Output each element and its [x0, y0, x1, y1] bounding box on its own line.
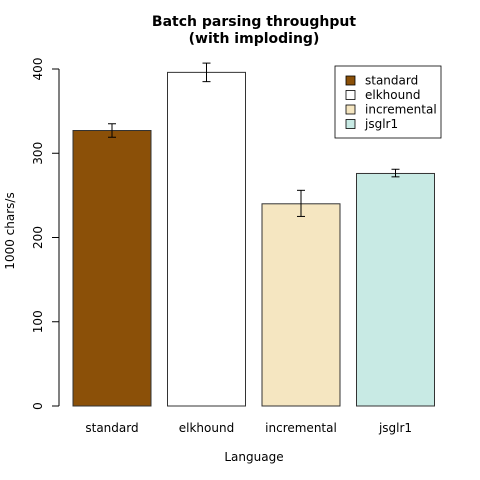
legend-item-standard: standard: [345, 74, 418, 88]
bar-standard: [72, 130, 152, 407]
x-tick-label: standard: [85, 421, 138, 435]
legend-label: incremental: [365, 103, 437, 117]
legend-item-jsglr1: jsglr1: [345, 117, 398, 131]
error-bar-incremental: [297, 189, 305, 217]
x-axis-label: Language: [224, 450, 283, 464]
legend-swatch: [345, 75, 356, 86]
chart-title-line-1: Batch parsing throughput: [152, 14, 356, 30]
error-bar-jsglr1: [391, 168, 400, 178]
bar-incremental: [261, 203, 341, 407]
x-tick-label: elkhound: [179, 421, 234, 435]
legend-label: standard: [365, 74, 418, 88]
chart-title-line-2: (with imploding): [189, 31, 320, 47]
legend-label: jsglr1: [364, 117, 398, 131]
y-ticks: 0 100 200 300 400: [31, 58, 59, 410]
error-bars: [108, 62, 400, 217]
legend-item-elkhound: elkhound: [345, 88, 420, 102]
legend-swatch: [345, 104, 356, 115]
y-tick-label: 200: [31, 226, 45, 249]
y-tick-label: 100: [31, 310, 45, 333]
bar-jsglr1: [356, 172, 435, 407]
legend-label: elkhound: [365, 88, 420, 102]
x-tick-label: incremental: [265, 421, 337, 435]
error-bar-elkhound: [202, 62, 211, 83]
y-axis-label: 1000 chars/s: [3, 192, 17, 269]
legend-swatch: [345, 90, 356, 100]
legend-item-incremental: incremental: [345, 103, 437, 117]
x-tick-labels: standard elkhound incremental jsglr1: [85, 421, 412, 435]
error-bar-standard: [108, 123, 116, 138]
bar-elkhound: [167, 71, 246, 407]
y-tick-label: 0: [31, 402, 45, 410]
y-tick-label: 400: [31, 58, 45, 81]
y-tick-label: 300: [31, 142, 45, 165]
x-tick-label: jsglr1: [378, 421, 412, 435]
legend-swatch: [345, 119, 356, 129]
